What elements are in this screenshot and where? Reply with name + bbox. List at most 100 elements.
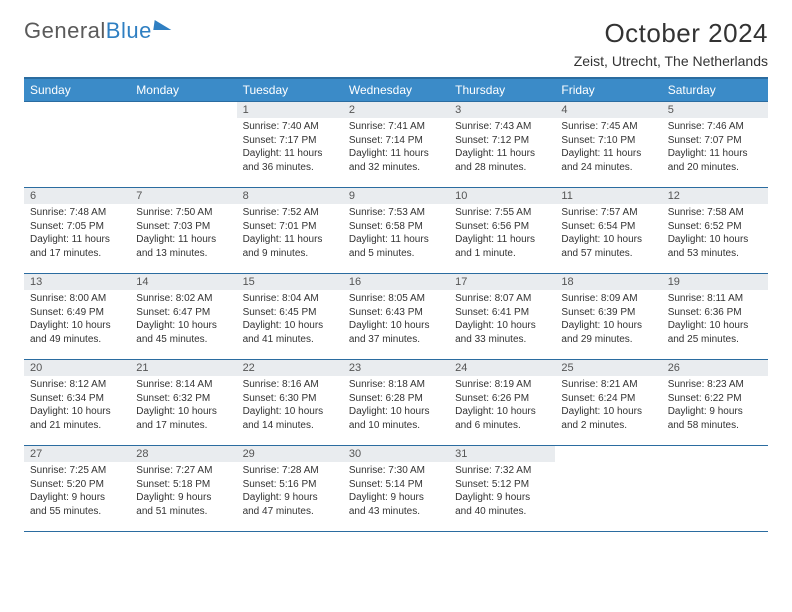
calendar-cell: 14Sunrise: 8:02 AMSunset: 6:47 PMDayligh… <box>130 274 236 360</box>
day-number: 28 <box>130 446 236 462</box>
calendar-head: SundayMondayTuesdayWednesdayThursdayFrid… <box>24 78 768 102</box>
day-details: Sunrise: 8:05 AMSunset: 6:43 PMDaylight:… <box>343 290 449 350</box>
day-number: 16 <box>343 274 449 290</box>
calendar-cell: 7Sunrise: 7:50 AMSunset: 7:03 PMDaylight… <box>130 188 236 274</box>
calendar-cell: 28Sunrise: 7:27 AMSunset: 5:18 PMDayligh… <box>130 446 236 532</box>
day-number: 9 <box>343 188 449 204</box>
calendar-cell: 11Sunrise: 7:57 AMSunset: 6:54 PMDayligh… <box>555 188 661 274</box>
day-details: Sunrise: 7:43 AMSunset: 7:12 PMDaylight:… <box>449 118 555 178</box>
calendar-cell: 2Sunrise: 7:41 AMSunset: 7:14 PMDaylight… <box>343 102 449 188</box>
calendar-cell: 31Sunrise: 7:32 AMSunset: 5:12 PMDayligh… <box>449 446 555 532</box>
calendar-cell: 6Sunrise: 7:48 AMSunset: 7:05 PMDaylight… <box>24 188 130 274</box>
day-details: Sunrise: 8:14 AMSunset: 6:32 PMDaylight:… <box>130 376 236 436</box>
day-number: 17 <box>449 274 555 290</box>
day-header: Wednesday <box>343 78 449 102</box>
day-details: Sunrise: 8:23 AMSunset: 6:22 PMDaylight:… <box>662 376 768 436</box>
calendar-cell: 8Sunrise: 7:52 AMSunset: 7:01 PMDaylight… <box>237 188 343 274</box>
day-details: Sunrise: 7:50 AMSunset: 7:03 PMDaylight:… <box>130 204 236 264</box>
day-details: Sunrise: 7:30 AMSunset: 5:14 PMDaylight:… <box>343 462 449 522</box>
calendar-cell: 12Sunrise: 7:58 AMSunset: 6:52 PMDayligh… <box>662 188 768 274</box>
day-number: 18 <box>555 274 661 290</box>
day-number: 26 <box>662 360 768 376</box>
title-block: October 2024 Zeist, Utrecht, The Netherl… <box>574 18 768 69</box>
calendar-week: 20Sunrise: 8:12 AMSunset: 6:34 PMDayligh… <box>24 360 768 446</box>
day-header: Monday <box>130 78 236 102</box>
day-details: Sunrise: 8:19 AMSunset: 6:26 PMDaylight:… <box>449 376 555 436</box>
day-details: Sunrise: 8:11 AMSunset: 6:36 PMDaylight:… <box>662 290 768 350</box>
day-details: Sunrise: 7:57 AMSunset: 6:54 PMDaylight:… <box>555 204 661 264</box>
calendar-cell: 16Sunrise: 8:05 AMSunset: 6:43 PMDayligh… <box>343 274 449 360</box>
day-number: 20 <box>24 360 130 376</box>
logo: GeneralBlue <box>24 18 172 44</box>
day-number: 29 <box>237 446 343 462</box>
calendar-cell: 5Sunrise: 7:46 AMSunset: 7:07 PMDaylight… <box>662 102 768 188</box>
day-number: 30 <box>343 446 449 462</box>
day-number: 15 <box>237 274 343 290</box>
calendar-cell: 3Sunrise: 7:43 AMSunset: 7:12 PMDaylight… <box>449 102 555 188</box>
day-number: 24 <box>449 360 555 376</box>
calendar-cell: 30Sunrise: 7:30 AMSunset: 5:14 PMDayligh… <box>343 446 449 532</box>
day-details: Sunrise: 7:41 AMSunset: 7:14 PMDaylight:… <box>343 118 449 178</box>
day-number: 21 <box>130 360 236 376</box>
day-details: Sunrise: 7:52 AMSunset: 7:01 PMDaylight:… <box>237 204 343 264</box>
calendar-cell: 10Sunrise: 7:55 AMSunset: 6:56 PMDayligh… <box>449 188 555 274</box>
day-details: Sunrise: 8:12 AMSunset: 6:34 PMDaylight:… <box>24 376 130 436</box>
calendar-cell: 23Sunrise: 8:18 AMSunset: 6:28 PMDayligh… <box>343 360 449 446</box>
day-number: 10 <box>449 188 555 204</box>
day-details: Sunrise: 7:32 AMSunset: 5:12 PMDaylight:… <box>449 462 555 522</box>
calendar-page: GeneralBlue October 2024 Zeist, Utrecht,… <box>0 0 792 542</box>
calendar-cell: 26Sunrise: 8:23 AMSunset: 6:22 PMDayligh… <box>662 360 768 446</box>
day-details: Sunrise: 8:21 AMSunset: 6:24 PMDaylight:… <box>555 376 661 436</box>
day-details: Sunrise: 7:48 AMSunset: 7:05 PMDaylight:… <box>24 204 130 264</box>
day-details: Sunrise: 7:45 AMSunset: 7:10 PMDaylight:… <box>555 118 661 178</box>
day-header: Friday <box>555 78 661 102</box>
day-number: 31 <box>449 446 555 462</box>
day-number: 14 <box>130 274 236 290</box>
day-header: Thursday <box>449 78 555 102</box>
calendar-week: 13Sunrise: 8:00 AMSunset: 6:49 PMDayligh… <box>24 274 768 360</box>
day-details: Sunrise: 7:25 AMSunset: 5:20 PMDaylight:… <box>24 462 130 522</box>
calendar-cell: 24Sunrise: 8:19 AMSunset: 6:26 PMDayligh… <box>449 360 555 446</box>
day-details: Sunrise: 7:53 AMSunset: 6:58 PMDaylight:… <box>343 204 449 264</box>
day-number: 25 <box>555 360 661 376</box>
day-number: 11 <box>555 188 661 204</box>
logo-sail-icon <box>153 20 172 30</box>
day-number: 4 <box>555 102 661 118</box>
calendar-cell: 19Sunrise: 8:11 AMSunset: 6:36 PMDayligh… <box>662 274 768 360</box>
calendar-cell: 21Sunrise: 8:14 AMSunset: 6:32 PMDayligh… <box>130 360 236 446</box>
day-details: Sunrise: 8:02 AMSunset: 6:47 PMDaylight:… <box>130 290 236 350</box>
calendar-cell: 29Sunrise: 7:28 AMSunset: 5:16 PMDayligh… <box>237 446 343 532</box>
day-details: Sunrise: 8:00 AMSunset: 6:49 PMDaylight:… <box>24 290 130 350</box>
calendar-cell: .. <box>662 446 768 532</box>
calendar-cell: 18Sunrise: 8:09 AMSunset: 6:39 PMDayligh… <box>555 274 661 360</box>
day-details: Sunrise: 7:55 AMSunset: 6:56 PMDaylight:… <box>449 204 555 264</box>
day-details: Sunrise: 7:40 AMSunset: 7:17 PMDaylight:… <box>237 118 343 178</box>
day-number: 5 <box>662 102 768 118</box>
day-number: 27 <box>24 446 130 462</box>
day-header: Sunday <box>24 78 130 102</box>
calendar-cell: 22Sunrise: 8:16 AMSunset: 6:30 PMDayligh… <box>237 360 343 446</box>
day-details: Sunrise: 8:09 AMSunset: 6:39 PMDaylight:… <box>555 290 661 350</box>
day-number: 12 <box>662 188 768 204</box>
calendar-cell: 20Sunrise: 8:12 AMSunset: 6:34 PMDayligh… <box>24 360 130 446</box>
calendar-cell: .. <box>24 102 130 188</box>
day-details: Sunrise: 7:28 AMSunset: 5:16 PMDaylight:… <box>237 462 343 522</box>
calendar-cell: .. <box>555 446 661 532</box>
day-details: Sunrise: 8:04 AMSunset: 6:45 PMDaylight:… <box>237 290 343 350</box>
day-details: Sunrise: 7:46 AMSunset: 7:07 PMDaylight:… <box>662 118 768 178</box>
day-header: Saturday <box>662 78 768 102</box>
day-number: 6 <box>24 188 130 204</box>
calendar-cell: .. <box>130 102 236 188</box>
day-number: 8 <box>237 188 343 204</box>
logo-text-gray: General <box>24 18 106 44</box>
day-number: 1 <box>237 102 343 118</box>
calendar-week: 6Sunrise: 7:48 AMSunset: 7:05 PMDaylight… <box>24 188 768 274</box>
calendar-body: ....1Sunrise: 7:40 AMSunset: 7:17 PMDayl… <box>24 102 768 532</box>
calendar-cell: 13Sunrise: 8:00 AMSunset: 6:49 PMDayligh… <box>24 274 130 360</box>
header: GeneralBlue October 2024 Zeist, Utrecht,… <box>24 18 768 69</box>
day-number: 3 <box>449 102 555 118</box>
day-number: 13 <box>24 274 130 290</box>
calendar-cell: 9Sunrise: 7:53 AMSunset: 6:58 PMDaylight… <box>343 188 449 274</box>
calendar-cell: 27Sunrise: 7:25 AMSunset: 5:20 PMDayligh… <box>24 446 130 532</box>
day-details: Sunrise: 8:16 AMSunset: 6:30 PMDaylight:… <box>237 376 343 436</box>
